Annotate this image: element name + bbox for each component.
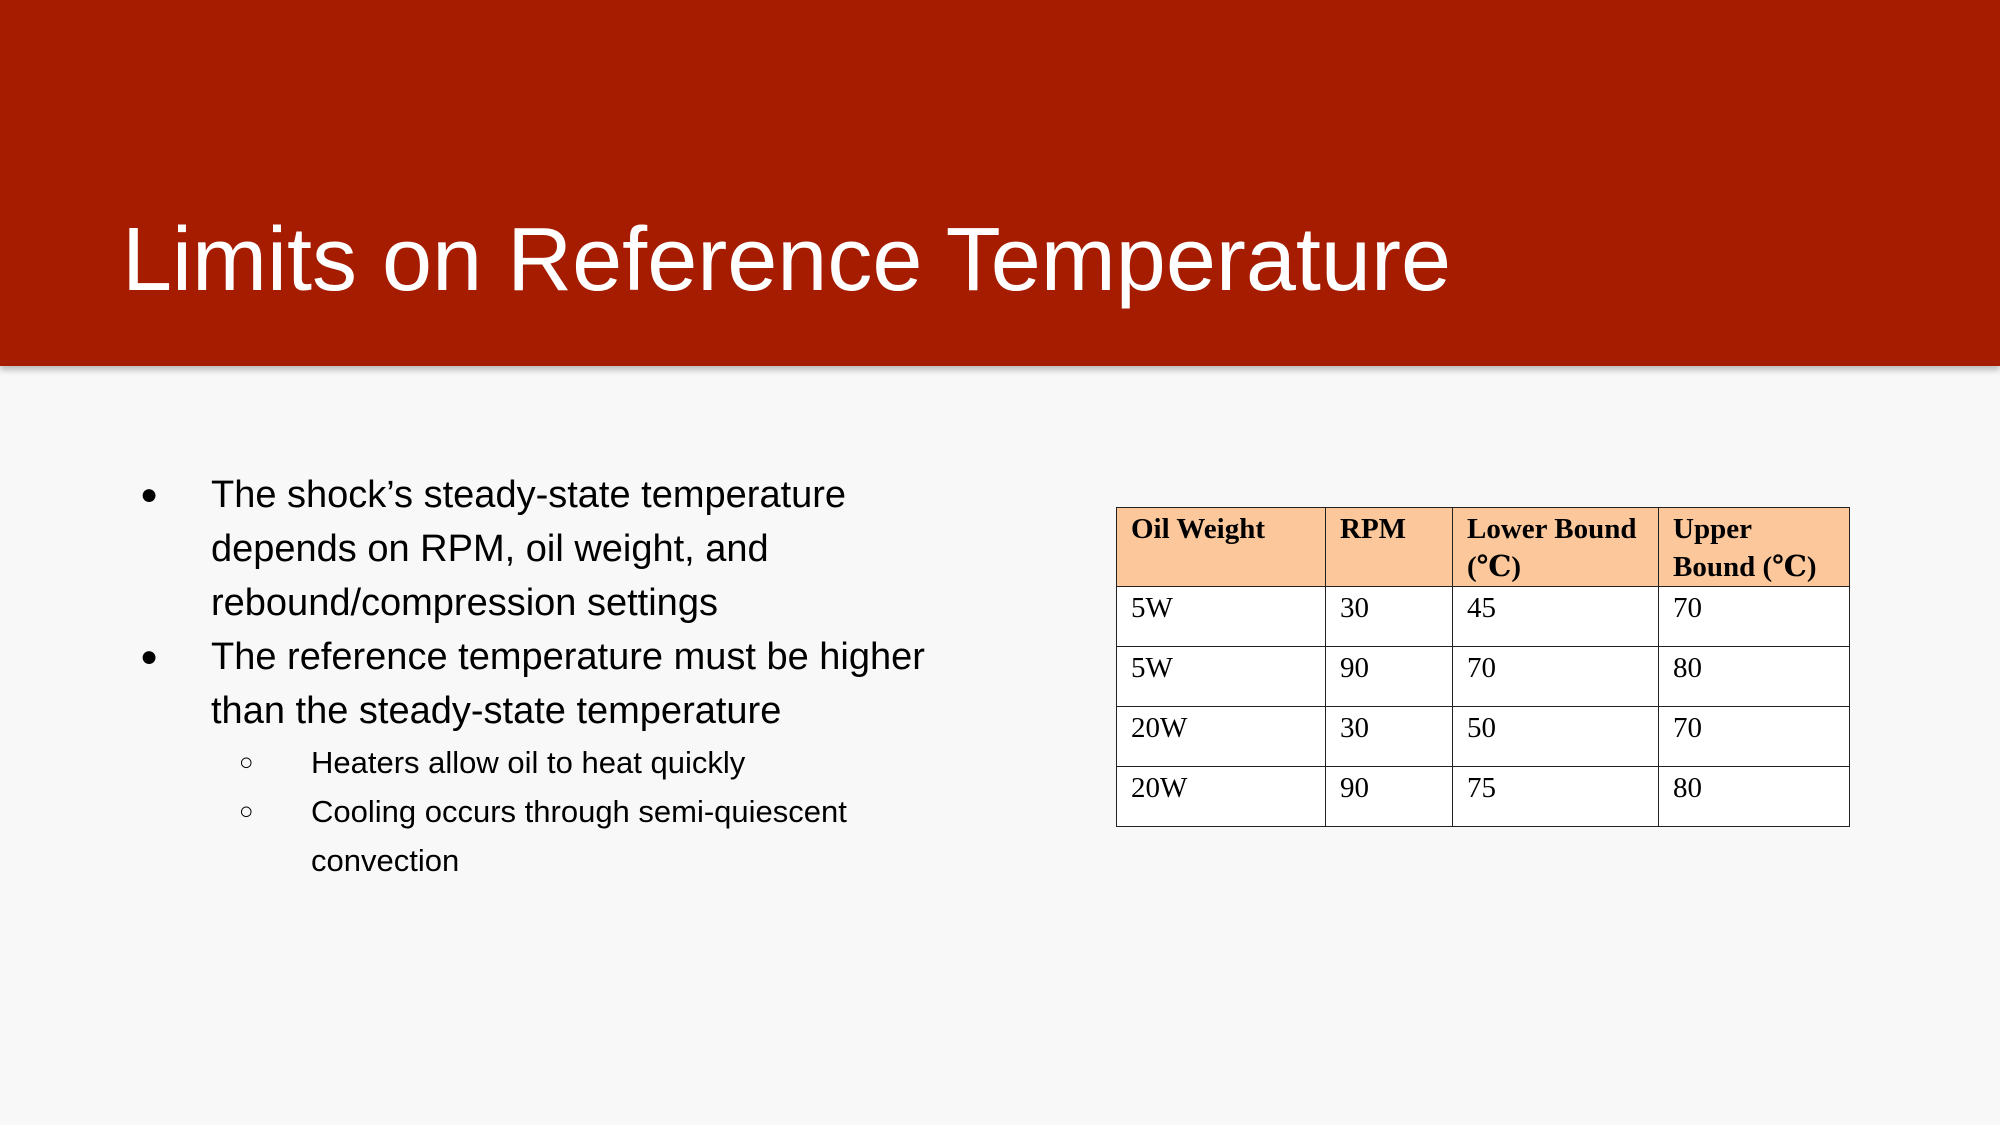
- bullet-list: ● The shock’s steady-state temperature d…: [0, 468, 1000, 885]
- bullet-ring-icon: ○: [239, 798, 254, 825]
- table-header-row: Oil Weight RPM Lower Bound (℃) Upper Bou…: [1116, 507, 1850, 587]
- sub-bullet-list: ○ Heaters allow oil to heat quickly ○ Co…: [211, 738, 971, 885]
- cell-oil-weight: 5W: [1116, 586, 1326, 647]
- cell-upper-bound: 70: [1658, 706, 1850, 767]
- sub-bullet-item: ○ Heaters allow oil to heat quickly: [239, 738, 911, 787]
- cell-rpm: 90: [1325, 646, 1453, 707]
- cell-rpm: 30: [1325, 586, 1453, 647]
- bullet-dot-icon: ●: [140, 478, 159, 511]
- sub-bullet-text: Heaters allow oil to heat quickly: [311, 745, 746, 780]
- bullet-item: ● The reference temperature must be high…: [0, 630, 971, 885]
- cell-upper-bound: 70: [1658, 586, 1850, 647]
- title-bar: Limits on Reference Temperature: [0, 0, 2000, 366]
- header-lower-bound: Lower Bound (℃): [1452, 507, 1659, 587]
- sub-bullet-item: ○ Cooling occurs through semi-quiescent …: [239, 787, 911, 885]
- cell-oil-weight: 20W: [1116, 706, 1326, 767]
- slide-title: Limits on Reference Temperature: [122, 210, 1451, 310]
- cell-rpm: 30: [1325, 706, 1453, 767]
- bullet-text: The shock’s steady-state temperature dep…: [211, 474, 847, 624]
- cell-lower-bound: 50: [1452, 706, 1659, 767]
- cell-lower-bound: 75: [1452, 766, 1659, 827]
- cell-lower-bound: 45: [1452, 586, 1659, 647]
- bullet-text: The reference temperature must be higher…: [211, 636, 925, 732]
- table-row: 20W 90 75 80: [1116, 766, 1850, 827]
- bullet-ring-icon: ○: [239, 749, 254, 776]
- cell-rpm: 90: [1325, 766, 1453, 827]
- bullet-dot-icon: ●: [140, 640, 159, 673]
- temperature-limits-table: Oil Weight RPM Lower Bound (℃) Upper Bou…: [1116, 507, 1850, 827]
- cell-oil-weight: 5W: [1116, 646, 1326, 707]
- cell-upper-bound: 80: [1658, 766, 1850, 827]
- sub-bullet-text: Cooling occurs through semi-quiescent co…: [311, 794, 847, 878]
- header-oil-weight: Oil Weight: [1116, 507, 1326, 587]
- cell-lower-bound: 70: [1452, 646, 1659, 707]
- cell-upper-bound: 80: [1658, 646, 1850, 707]
- table-row: 5W 90 70 80: [1116, 646, 1850, 707]
- table-row: 5W 30 45 70: [1116, 586, 1850, 647]
- table-row: 20W 30 50 70: [1116, 706, 1850, 767]
- cell-oil-weight: 20W: [1116, 766, 1326, 827]
- bullet-item: ● The shock’s steady-state temperature d…: [0, 468, 971, 630]
- header-upper-bound: Upper Bound (℃): [1658, 507, 1850, 587]
- header-rpm: RPM: [1325, 507, 1453, 587]
